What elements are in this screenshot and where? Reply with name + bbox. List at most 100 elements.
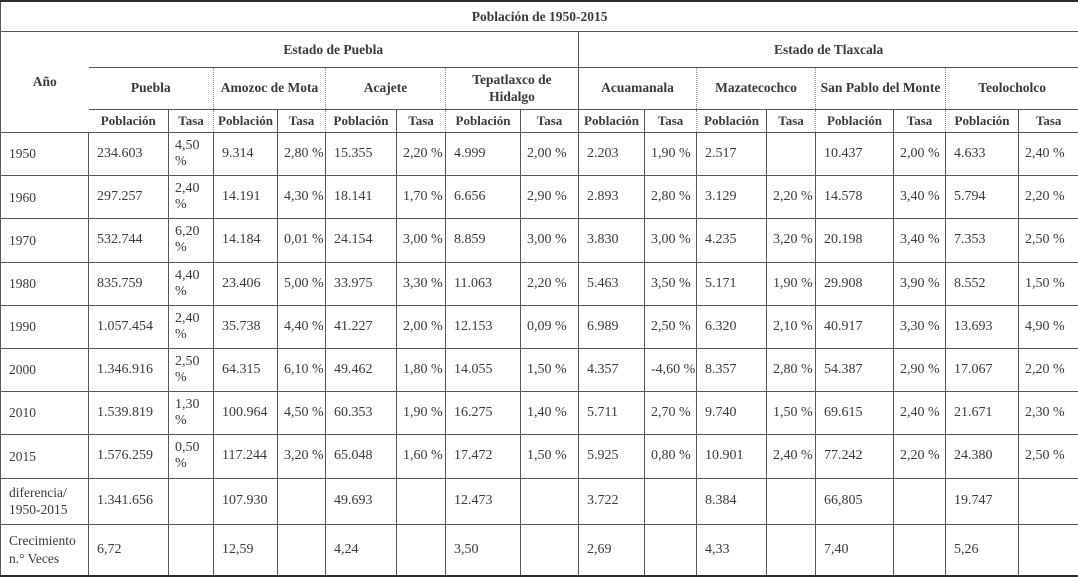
poblacion-value-cell: 8.859 xyxy=(445,218,521,263)
poblacion-value-cell: 4,33 xyxy=(696,523,767,577)
poblacion-value-cell: 5.171 xyxy=(696,261,767,306)
poblacion-value-cell: 1.341.656 xyxy=(88,477,169,525)
tasa-value-cell xyxy=(893,477,946,525)
tasa-value-cell: 2,10 % xyxy=(766,304,816,349)
poblacion-value-cell: 7,40 xyxy=(815,523,894,577)
poblacion-value-cell: 3.830 xyxy=(578,218,645,263)
poblacion-value-cell: 21.671 xyxy=(945,391,1019,436)
tasa-value-cell: 4,50 % xyxy=(277,391,326,436)
poblacion-value-cell: 49.462 xyxy=(325,347,397,393)
tasa-value-cell: 1,90 % xyxy=(644,131,697,177)
tasa-value-cell xyxy=(766,131,816,177)
poblacion-value-cell: 20.198 xyxy=(815,218,894,263)
poblacion-value-cell: 14.578 xyxy=(815,175,894,220)
poblacion-value-cell: 2,69 xyxy=(578,523,645,577)
tasa-value-cell: 3,30 % xyxy=(396,261,446,306)
poblacion-value-cell: 7.353 xyxy=(945,218,1019,263)
tasa-value-cell xyxy=(1017,523,1078,577)
poblacion-value-cell: 14.184 xyxy=(213,218,278,263)
tasa-value-cell: 2,40 % xyxy=(168,175,214,220)
tasa-value-cell: 1,80 % xyxy=(396,347,446,393)
poblacion-value-cell: 54.387 xyxy=(815,347,894,393)
poblacion-value-cell: 8.552 xyxy=(945,261,1019,306)
table-row: 1980 835.759 4,40 % 23.406 5,00 % 33.975 3,30 … xyxy=(0,261,1078,306)
tasa-value-cell: 0,80 % xyxy=(644,434,697,479)
municipality-header-amozoc: Amozoc de Mota xyxy=(213,67,326,110)
state-header-puebla: Estado de Puebla xyxy=(88,31,579,68)
row-label-cell: 1960 xyxy=(0,175,89,220)
tasa-value-cell: 3,50 % xyxy=(644,261,697,306)
poblacion-value-cell: 1.346.916 xyxy=(88,347,169,393)
tasa-value-cell: 2,20 % xyxy=(1017,347,1078,393)
municipality-header-mazatecochco: Mazatecochco xyxy=(696,67,816,110)
tasa-value-cell: 3,90 % xyxy=(893,261,946,306)
subheader-row: Población Tasa Población Tasa Población … xyxy=(1,109,1078,133)
state-header-row: Año Estado de Puebla Estado de Tlaxcala xyxy=(0,31,1078,133)
state-header-tlaxcala: Estado de Tlaxcala xyxy=(577,31,1078,68)
row-label-cell: 1950 xyxy=(0,131,89,177)
municipality-header-san-pablo: San Pablo del Monte xyxy=(815,67,946,110)
tasa-value-cell: 2,40 % xyxy=(766,434,816,479)
tasa-value-cell: 2,00 % xyxy=(893,131,946,177)
tasa-value-cell xyxy=(520,477,579,525)
tasa-value-cell xyxy=(1017,477,1078,525)
tasa-value-cell xyxy=(766,523,816,577)
row-label-cell: 1980 xyxy=(0,261,89,306)
poblacion-value-cell: 69.615 xyxy=(815,391,894,436)
poblacion-value-cell: 297.257 xyxy=(88,175,169,220)
subheader-tasa: Tasa xyxy=(520,109,579,133)
tasa-value-cell: 1,90 % xyxy=(766,261,816,306)
poblacion-value-cell: 1.057.454 xyxy=(88,304,169,349)
poblacion-value-cell: 1.576.259 xyxy=(88,434,169,479)
poblacion-value-cell: 6,72 xyxy=(88,523,169,577)
poblacion-value-cell: 3.722 xyxy=(578,477,645,525)
tasa-value-cell: 2,20 % xyxy=(520,261,579,306)
tasa-value-cell: 2,90 % xyxy=(520,175,579,220)
poblacion-value-cell: 12.473 xyxy=(445,477,521,525)
subheader-tasa: Tasa xyxy=(644,109,697,133)
tasa-value-cell: 1,50 % xyxy=(1017,261,1078,306)
tasa-value-cell: 2,50 % xyxy=(1017,218,1078,263)
row-label-cell: Crecimiento n.° Veces xyxy=(0,523,89,577)
poblacion-value-cell: 5.463 xyxy=(578,261,645,306)
poblacion-value-cell: 8.357 xyxy=(696,347,767,393)
poblacion-value-cell: 6.989 xyxy=(578,304,645,349)
poblacion-value-cell: 18.141 xyxy=(325,175,397,220)
tasa-value-cell xyxy=(893,523,946,577)
tasa-value-cell: 2,80 % xyxy=(277,131,326,177)
poblacion-value-cell: 4.235 xyxy=(696,218,767,263)
tasa-value-cell: 2,30 % xyxy=(1017,391,1078,436)
tasa-value-cell xyxy=(396,477,446,525)
poblacion-value-cell: 49.693 xyxy=(325,477,397,525)
poblacion-value-cell: 24.154 xyxy=(325,218,397,263)
poblacion-value-cell: 64.315 xyxy=(213,347,278,393)
poblacion-value-cell: 13.693 xyxy=(945,304,1019,349)
tasa-value-cell: 1,90 % xyxy=(396,391,446,436)
tasa-value-cell: 2,00 % xyxy=(396,304,446,349)
tasa-value-cell: 4,40 % xyxy=(277,304,326,349)
tasa-value-cell: 0,50 % xyxy=(168,434,214,479)
poblacion-value-cell: 9.740 xyxy=(696,391,767,436)
tasa-value-cell: 1,60 % xyxy=(396,434,446,479)
poblacion-value-cell: 11.063 xyxy=(445,261,521,306)
tasa-value-cell: 2,20 % xyxy=(1017,175,1078,220)
row-label-cell: diferencia/ 1950-2015 xyxy=(0,477,89,525)
poblacion-value-cell: 234.603 xyxy=(88,131,169,177)
tasa-value-cell: 2,20 % xyxy=(396,131,446,177)
tasa-value-cell: -4,60 % xyxy=(644,347,697,393)
poblacion-value-cell: 23.406 xyxy=(213,261,278,306)
table-header: Población de 1950-2015 Año Estado de Pue… xyxy=(0,1,1078,133)
poblacion-value-cell: 24.380 xyxy=(945,434,1019,479)
subheader-tasa: Tasa xyxy=(277,109,326,133)
poblacion-value-cell: 2.893 xyxy=(578,175,645,220)
poblacion-value-cell: 3,50 xyxy=(445,523,521,577)
tasa-value-cell: 2,50 % xyxy=(644,304,697,349)
tasa-value-cell xyxy=(277,523,326,577)
tasa-value-cell: 6,10 % xyxy=(277,347,326,393)
tasa-value-cell: 2,20 % xyxy=(766,175,816,220)
tasa-value-cell: 5,00 % xyxy=(277,261,326,306)
subheader-poblacion: Población xyxy=(815,109,894,133)
poblacion-value-cell: 6.656 xyxy=(445,175,521,220)
poblacion-value-cell: 5,26 xyxy=(945,523,1019,577)
